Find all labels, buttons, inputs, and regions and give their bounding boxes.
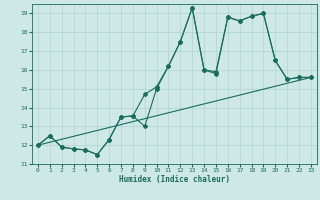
X-axis label: Humidex (Indice chaleur): Humidex (Indice chaleur): [119, 175, 230, 184]
